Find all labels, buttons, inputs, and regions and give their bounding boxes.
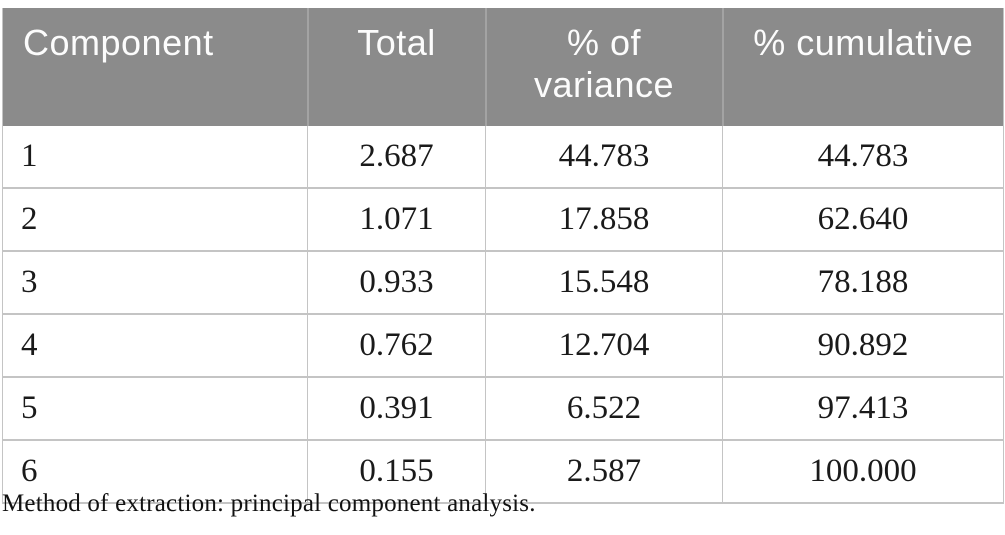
cell-total: 0.155 xyxy=(307,440,486,504)
cell-pct-cumulative: 100.000 xyxy=(722,440,1004,504)
cell-component: 4 xyxy=(2,314,308,378)
cell-pct-cumulative: 97.413 xyxy=(722,377,1004,441)
col-header-pct-variance: % of variance xyxy=(484,8,723,126)
table-row: 1 2.687 44.783 44.783 xyxy=(2,126,1004,189)
cell-total: 0.762 xyxy=(307,314,486,378)
table-row: 2 1.071 17.858 62.640 xyxy=(2,188,1004,252)
cell-component: 3 xyxy=(2,251,308,315)
col-header-pct-cumulative: % cumulative xyxy=(721,8,1004,126)
cell-pct-cumulative: 90.892 xyxy=(722,314,1004,378)
cell-total: 0.391 xyxy=(307,377,486,441)
cell-component: 5 xyxy=(2,377,308,441)
table-row: 3 0.933 15.548 78.188 xyxy=(2,251,1004,315)
col-header-component: Component xyxy=(2,8,308,126)
table-row: 5 0.391 6.522 97.413 xyxy=(2,377,1004,441)
cell-pct-variance: 17.858 xyxy=(485,188,723,252)
col-header-total-label: Total xyxy=(357,22,436,63)
pca-variance-table: Component Total % of variance % cumulati… xyxy=(2,8,1004,504)
table-footnote: Method of extraction: principal componen… xyxy=(2,490,536,517)
table-header-row: Component Total % of variance % cumulati… xyxy=(2,8,1004,126)
cell-total: 2.687 xyxy=(307,126,486,189)
cell-pct-cumulative: 78.188 xyxy=(722,251,1004,315)
cell-total: 1.071 xyxy=(307,188,486,252)
cell-pct-variance: 12.704 xyxy=(485,314,723,378)
cell-pct-variance: 44.783 xyxy=(485,126,723,189)
cell-pct-variance: 6.522 xyxy=(485,377,723,441)
col-header-total: Total xyxy=(306,8,486,126)
cell-component: 1 xyxy=(2,126,308,189)
table-row: 4 0.762 12.704 90.892 xyxy=(2,314,1004,378)
col-header-pct-cumulative-label: % cumulative xyxy=(753,22,974,63)
cell-total: 0.933 xyxy=(307,251,486,315)
cell-pct-cumulative: 62.640 xyxy=(722,188,1004,252)
col-header-component-label: Component xyxy=(23,22,214,63)
table-row: 6 0.155 2.587 100.000 xyxy=(2,440,1004,504)
cell-pct-variance: 15.548 xyxy=(485,251,723,315)
cell-component: 2 xyxy=(2,188,308,252)
cell-pct-cumulative: 44.783 xyxy=(722,126,1004,189)
col-header-pct-variance-label: % of variance xyxy=(533,22,675,105)
cell-component: 6 xyxy=(2,440,308,504)
cell-pct-variance: 2.587 xyxy=(485,440,723,504)
table-body: 1 2.687 44.783 44.783 2 1.071 17.858 62.… xyxy=(2,126,1004,504)
